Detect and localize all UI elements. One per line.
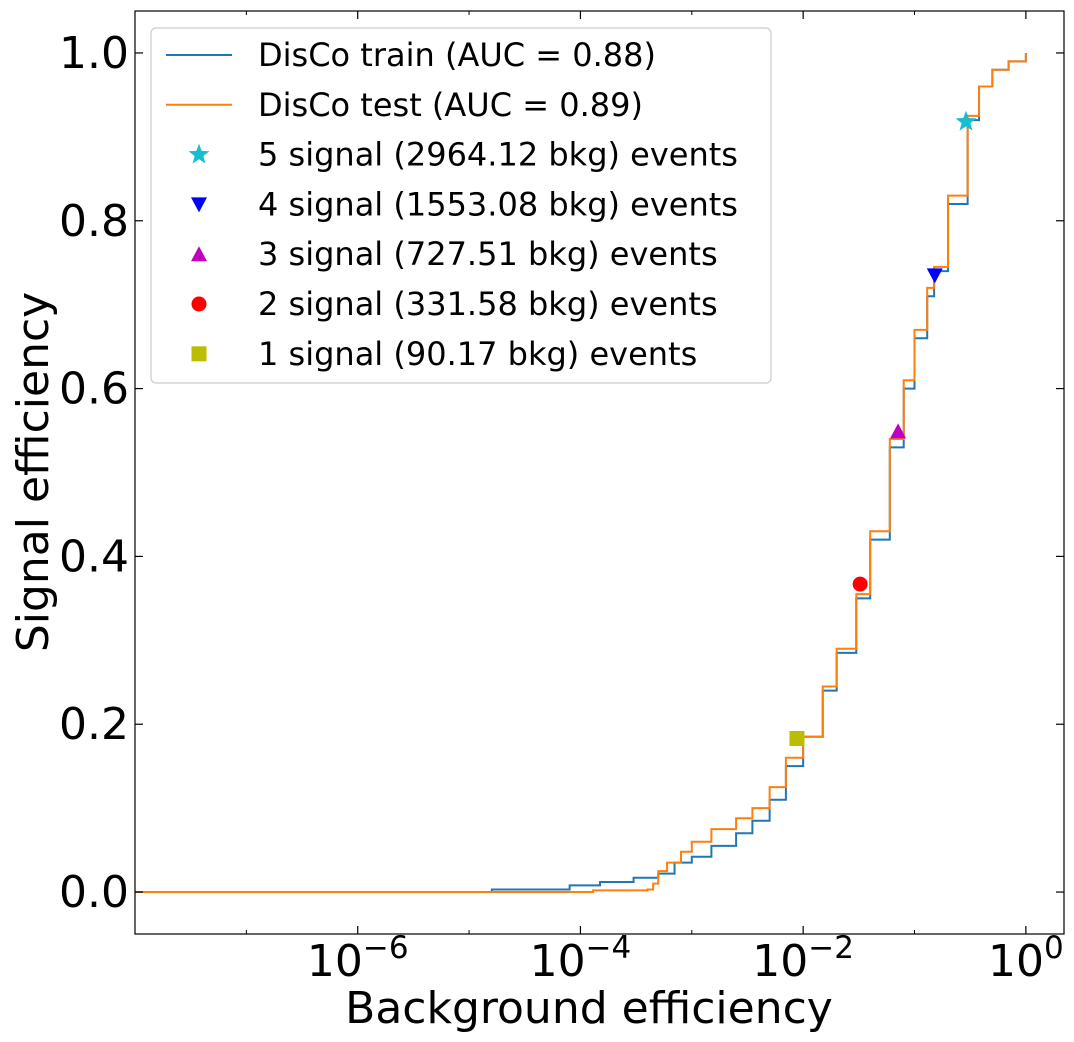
plot-frame	[134, 10, 1065, 935]
legend-label: 2 signal (331.58 bkg) events	[258, 285, 718, 323]
legend-marker-swatch	[191, 197, 207, 213]
x-tick-exponent: −6	[363, 930, 409, 966]
legend-label: 5 signal (2964.12 bkg) events	[258, 136, 738, 174]
legend-label: 3 signal (727.51 bkg) events	[258, 235, 718, 273]
legend-marker-swatch	[191, 246, 207, 262]
legend-label: DisCo test (AUC = 0.89)	[258, 86, 643, 124]
y-tick-label: 0.8	[59, 196, 129, 247]
x-tick-labels: 10−6 10−4 10−2 100	[307, 930, 1064, 987]
x-tick-label: 100	[988, 930, 1064, 987]
marker-point-2	[926, 268, 943, 284]
legend-marker-swatch	[188, 143, 210, 164]
y-tick-label: 1.0	[59, 28, 129, 79]
x-tick-label: 10−4	[530, 930, 632, 987]
legend-marker-swatch	[191, 346, 207, 362]
marker-point-5	[789, 730, 805, 746]
x-tick-exponent: 0	[1044, 930, 1064, 966]
legend-label: DisCo train (AUC = 0.88)	[258, 36, 656, 74]
x-axis-label: Background efficiency	[345, 983, 833, 1034]
legend-marker-swatch	[191, 296, 207, 312]
x-tick-label: 10−2	[752, 930, 854, 987]
x-tick-exponent: −2	[808, 930, 854, 966]
legend-label: 1 signal (90.17 bkg) events	[258, 335, 697, 373]
marker-point-3	[890, 423, 907, 439]
markers-layer	[789, 110, 977, 746]
x-tick-base: 10	[530, 936, 586, 987]
marker-point-4	[852, 576, 868, 592]
y-tick-label: 0.0	[59, 867, 129, 918]
ticks-layer	[135, 11, 1064, 934]
x-tick-exponent: −4	[586, 930, 632, 966]
x-tick-base: 10	[988, 936, 1044, 987]
legend: DisCo train (AUC = 0.88) DisCo test (AUC …	[150, 27, 772, 384]
y-tick-label: 0.2	[59, 699, 129, 750]
y-axis-label: Signal efficiency	[8, 292, 59, 652]
x-tick-base: 10	[752, 936, 808, 987]
y-tick-label: 0.4	[59, 531, 129, 582]
marker-point-1	[955, 110, 977, 131]
legend-frame	[150, 27, 772, 384]
y-tick-label: 0.6	[59, 364, 129, 415]
legend-items: DisCo train (AUC = 0.88) DisCo test (AUC …	[166, 36, 738, 373]
x-tick-base: 10	[307, 936, 363, 987]
curves-layer	[135, 52, 1027, 894]
y-tick-labels: 0.0 0.2 0.4 0.6 0.8 1.0	[59, 28, 129, 918]
x-tick-label: 10−6	[307, 930, 409, 987]
legend-label: 4 signal (1553.08 bkg) events	[258, 185, 738, 223]
series-line-2	[135, 52, 1027, 894]
